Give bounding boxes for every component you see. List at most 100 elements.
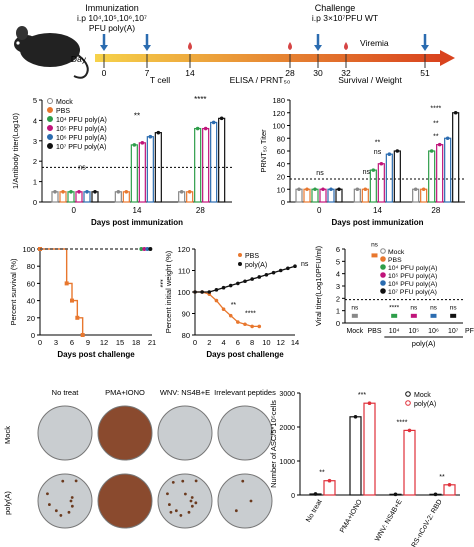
point (257, 275, 262, 279)
elispot-well (37, 405, 93, 461)
survival-line-0 (40, 248, 84, 335)
point (228, 283, 233, 288)
spot (70, 496, 74, 499)
point (450, 313, 457, 318)
x-tick-label: 28 (196, 206, 205, 215)
point (193, 290, 197, 294)
y-axis-label: Percent initial weight (%) (164, 250, 173, 333)
point (221, 285, 226, 290)
down-arrow-icon (100, 45, 108, 51)
bar-2-2 (428, 150, 436, 203)
y-axis-label: Number of ASC/5*10⁵cells (269, 400, 278, 488)
plate-col-label-2: WNV: NS4B+E (160, 388, 210, 397)
legend-label-1: PBS (56, 108, 70, 115)
y-tick-label: 0 (33, 198, 37, 207)
x-tick-label: 0 (38, 338, 42, 347)
legend-label: PBS (245, 253, 259, 260)
immunization-unit: PFU poly(A) (89, 23, 135, 33)
legend-marker (238, 262, 242, 266)
y-axis-label: Viral titer(Log10PFU/ml) (314, 245, 323, 326)
x-tick-label: 15 (116, 338, 124, 347)
bar-2-5 (452, 112, 460, 203)
x-tick-label: 4 (221, 338, 225, 347)
point (363, 187, 368, 192)
y-axis-label: PRNT₅₀ Titer (259, 129, 268, 173)
legend-label-0: Mock (56, 99, 73, 106)
timeline-bar (95, 54, 440, 62)
legend-marker (47, 125, 53, 131)
point (379, 161, 384, 166)
spot (234, 509, 238, 513)
y-tick-label: 20 (277, 173, 285, 182)
point (64, 281, 69, 286)
legend-label-3: 10⁵ PFU poly(A) (56, 126, 107, 133)
legend-marker (380, 248, 386, 254)
point (124, 190, 129, 194)
x-tick-label: 14 (373, 206, 382, 215)
point (236, 320, 240, 324)
sig-label: **** (397, 419, 408, 426)
spot (67, 510, 71, 514)
y-tick-label: 80 (182, 331, 190, 340)
legend-label: poly(A) (414, 401, 436, 408)
bar-2-1 (420, 188, 428, 203)
point (200, 290, 204, 294)
day-label-14: 14 (185, 68, 195, 78)
weight-line-0 (195, 291, 260, 328)
spot (189, 499, 193, 503)
sig-label: ** (433, 133, 439, 140)
y-tick-label: 40 (27, 297, 35, 306)
x-tick-label: 18 (132, 338, 140, 347)
day-label-32: 32 (341, 68, 351, 78)
day-label: Day (71, 54, 87, 64)
point (313, 492, 318, 496)
spot (179, 514, 183, 517)
y-tick-label: 80 (277, 134, 285, 143)
x-tick-label: 6 (236, 338, 240, 347)
bar-1-4 (385, 153, 393, 203)
x-tick-label: 3 (54, 338, 58, 347)
legend-label: poly(A) (245, 262, 267, 269)
y-tick-label: 120 (177, 245, 190, 254)
point (219, 116, 224, 121)
x-tick-label: 0 (71, 206, 76, 215)
legend-label-2: 10⁴ PFU poly(A) (56, 117, 107, 124)
sig-label: ** (319, 470, 325, 477)
x-tick-label: 9 (86, 338, 90, 347)
day-label-28: 28 (285, 68, 295, 78)
bar-1-3 (377, 163, 385, 203)
legend-marker (405, 391, 411, 397)
point (271, 270, 276, 275)
y-tick-label: 0 (31, 331, 35, 340)
legend-marker (47, 98, 53, 104)
point (371, 168, 376, 172)
spot (70, 504, 74, 508)
x-tick-label: PMA+IONO (339, 498, 364, 534)
point (236, 281, 240, 286)
down-arrow-icon (314, 45, 322, 51)
x-tick-label: Mock (346, 328, 363, 335)
x-tick-label: 2 (207, 338, 211, 347)
point (433, 492, 438, 497)
point (85, 190, 89, 194)
point (69, 190, 73, 194)
plate-row-label-0: Mock (3, 426, 12, 444)
point (371, 253, 378, 258)
point (228, 313, 233, 318)
point (321, 187, 325, 192)
point (447, 483, 452, 487)
x-axis-label: Days post challenge (206, 350, 284, 359)
sig-label: **** (430, 106, 441, 113)
segment-tcell: T cell (150, 75, 170, 85)
y-tick-label: 40 (277, 160, 285, 169)
bar-2-0 (412, 188, 420, 203)
unit-label: PFU (465, 328, 474, 335)
y-tick-label: 0 (291, 493, 295, 500)
day-label-51: 51 (420, 68, 430, 78)
point (243, 279, 247, 284)
plate-col-label-0: No treat (52, 388, 80, 397)
point (250, 277, 254, 281)
x-tick-label: 8 (250, 338, 254, 347)
bar-2-5 (218, 117, 226, 203)
